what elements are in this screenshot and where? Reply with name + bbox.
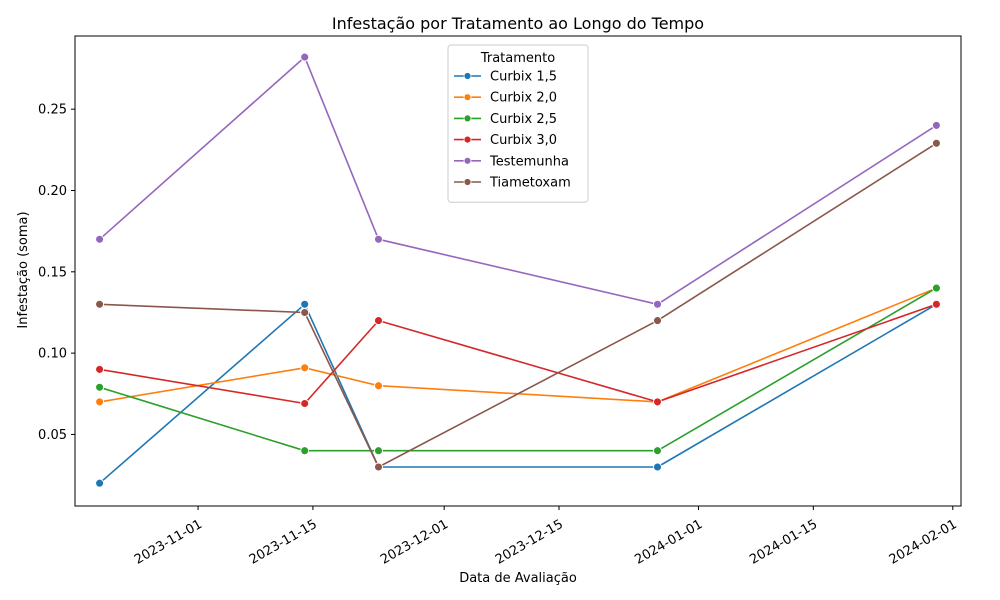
data-point — [300, 399, 310, 408]
x-tick-label: 2024-02-01 — [887, 517, 960, 568]
legend-marker — [463, 72, 472, 80]
data-point — [300, 299, 310, 309]
data-point — [374, 462, 383, 472]
data-point — [374, 316, 383, 326]
series-1 — [95, 283, 941, 407]
data-point — [653, 462, 662, 472]
y-tick-label: 0.15 — [38, 265, 67, 280]
legend-marker — [463, 178, 472, 186]
legend-label: Testemunha — [489, 154, 569, 169]
data-point — [653, 299, 662, 309]
y-tick-label: 0.25 — [38, 103, 67, 118]
legend-label: Curbix 2,5 — [490, 112, 557, 127]
data-point — [931, 283, 941, 293]
plot-frame — [74, 35, 962, 507]
data-point — [374, 381, 383, 391]
y-tick-label: 0.10 — [38, 347, 67, 362]
series-line — [99, 287, 937, 452]
legend: Tratamento Curbix 1,5 Curbix 2,0 Curbix 2,5… — [447, 44, 589, 203]
series-4 — [95, 52, 941, 309]
data-point — [95, 382, 105, 392]
data-point — [300, 363, 310, 373]
legend-marker — [463, 135, 472, 144]
data-point — [95, 397, 105, 407]
x-tick-label: 2023-11-01 — [132, 517, 205, 568]
legend-marker — [463, 156, 472, 165]
series-5 — [95, 138, 941, 472]
legend-marker — [463, 114, 472, 123]
x-axis-title: Data de Avaliação — [459, 571, 577, 586]
x-tick-label: 2023-12-01 — [378, 517, 451, 568]
y-axis-title: Infestação (soma) — [16, 211, 31, 328]
x-tick-label: 2023-12-15 — [493, 517, 566, 568]
legend-item: Testemunha — [454, 154, 569, 169]
data-point — [931, 138, 941, 148]
series-2 — [95, 283, 941, 456]
legend-item: Curbix 2,5 — [454, 112, 557, 127]
legend-marker — [463, 93, 472, 102]
series-line — [99, 287, 937, 403]
legend-label: Tiametoxam — [489, 176, 571, 191]
data-point — [95, 478, 105, 488]
chart-title: Infestação por Tratamento ao Longo do Te… — [332, 14, 704, 33]
data-point — [95, 364, 105, 374]
y-tick-label: 0.20 — [38, 184, 67, 199]
legend-label: Curbix 3,0 — [490, 133, 557, 148]
data-point — [931, 299, 941, 309]
legend-item: Curbix 2,0 — [454, 91, 557, 106]
plot-area — [74, 35, 962, 507]
series-line — [99, 303, 937, 405]
data-point — [653, 397, 662, 407]
data-point — [95, 299, 105, 309]
legend-item: Tiametoxam — [454, 176, 571, 191]
legend-label: Curbix 2,0 — [490, 91, 557, 106]
data-point — [931, 120, 941, 130]
data-point — [374, 234, 383, 244]
legend-item: Curbix 1,5 — [454, 70, 557, 85]
data-point — [300, 52, 310, 62]
y-tick-label: 0.05 — [38, 428, 67, 443]
x-axis: 2023-11-01 2023-11-15 2023-12-01 2023-12-15… — [132, 506, 960, 568]
legend-title: Tratamento — [480, 51, 555, 66]
x-tick-label: 2023-11-15 — [247, 517, 320, 568]
data-point — [374, 446, 383, 456]
data-point — [653, 316, 662, 326]
data-point — [653, 446, 662, 456]
legend-label: Curbix 1,5 — [490, 70, 557, 85]
data-point — [300, 308, 310, 317]
series-3 — [95, 299, 941, 408]
legend-item: Curbix 3,0 — [454, 133, 557, 148]
legend-box — [447, 44, 589, 203]
data-point — [95, 234, 105, 244]
x-tick-label: 2024-01-15 — [747, 517, 820, 568]
y-axis: 0.05 0.10 0.15 0.20 0.25 — [38, 103, 75, 443]
data-point — [300, 446, 310, 456]
x-tick-label: 2024-01-01 — [632, 517, 705, 568]
